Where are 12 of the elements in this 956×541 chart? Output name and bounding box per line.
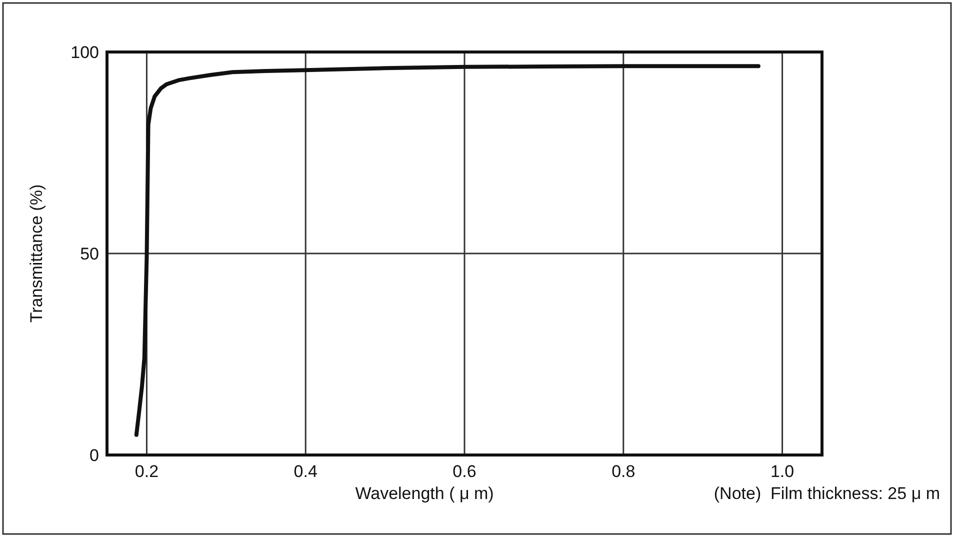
x-tick-label: 0.2	[134, 462, 159, 481]
x-axis-title: Wavelength ( μ m)	[355, 484, 494, 503]
x-tick-label: 0.8	[612, 462, 636, 481]
x-tick-label: 0.6	[452, 462, 476, 481]
y-tick-label: 0	[90, 446, 99, 465]
line-series	[134, 64, 760, 437]
y-axis-title: Transmittance (%)	[27, 184, 46, 323]
text: (Note) Film thickness: 25 μ m	[714, 484, 940, 503]
x-tick-label: 1.0	[770, 462, 794, 481]
y-tick-label: 100	[70, 42, 99, 62]
x-tick-label: 0.4	[294, 462, 318, 481]
y-tick-label: 50	[80, 244, 99, 264]
